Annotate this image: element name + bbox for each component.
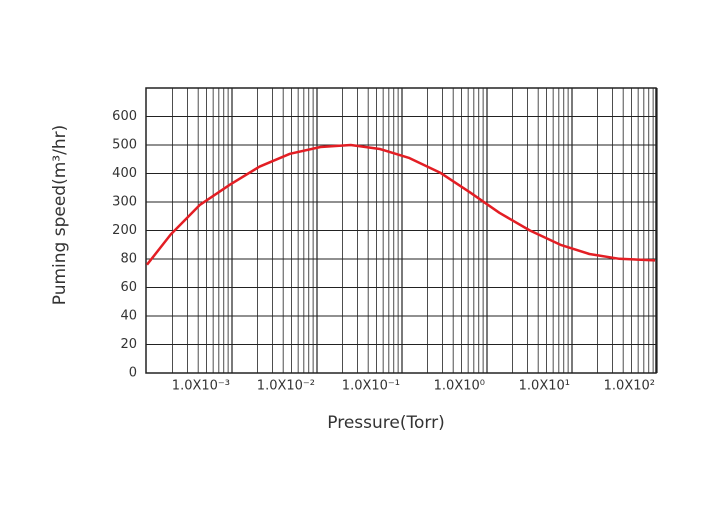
y-tick-label: 0 <box>129 366 137 381</box>
x-axis-title: Pressure(Torr) <box>327 413 444 433</box>
data-line <box>146 143 656 266</box>
x-tick-label: 1.0X10⁻³ <box>172 379 230 394</box>
x-tick-label: 1.0X10¹ <box>519 379 570 394</box>
y-tick-label: 20 <box>120 337 137 352</box>
x-tick-label: 1.0X10⁻¹ <box>342 379 400 394</box>
x-tick-label: 1.0X10⁰ <box>434 379 485 394</box>
y-tick-label: 60 <box>120 280 137 295</box>
y-tick-label: 200 <box>112 223 137 238</box>
y-tick-label: 40 <box>120 309 137 324</box>
y-tick-label: 400 <box>112 166 137 181</box>
y-tick-label: 500 <box>112 138 137 153</box>
x-tick-label: 1.0X10⁻² <box>257 379 315 394</box>
x-tick-label: 1.0X10² <box>604 379 655 394</box>
y-tick-label: 600 <box>112 109 137 124</box>
y-tick-label: 300 <box>112 195 137 210</box>
y-axis-title: Puming speed(m³/hr) <box>50 125 70 305</box>
y-tick-label: 80 <box>120 252 137 267</box>
